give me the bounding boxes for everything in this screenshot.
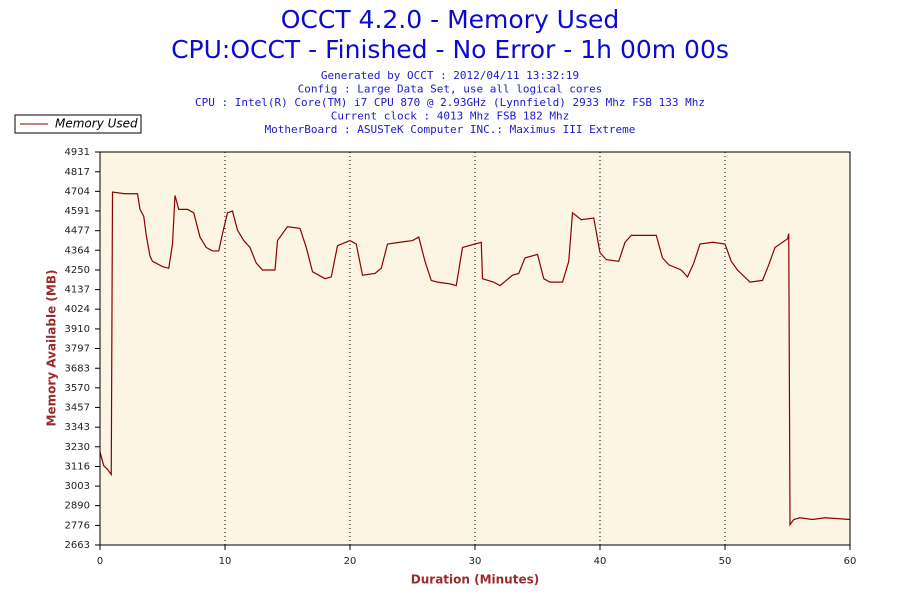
x-tick-label: 0 bbox=[97, 556, 103, 567]
x-tick-label: 60 bbox=[844, 556, 857, 567]
y-tick-label: 3343 bbox=[65, 422, 90, 433]
x-axis-label: Duration (Minutes) bbox=[411, 573, 539, 587]
y-axis-label: Memory Available (MB) bbox=[45, 270, 59, 427]
info-lines: Generated by OCCT : 2012/04/11 13:32:19C… bbox=[195, 69, 705, 136]
info-line: Generated by OCCT : 2012/04/11 13:32:19 bbox=[321, 69, 579, 82]
y-tick-label: 4477 bbox=[65, 226, 90, 237]
legend-label: Memory Used bbox=[55, 117, 138, 131]
info-line: MotherBoard : ASUSTeK Computer INC.: Max… bbox=[265, 123, 636, 136]
y-tick-label: 4364 bbox=[65, 245, 90, 256]
y-tick-label: 2776 bbox=[65, 520, 90, 531]
chart-title: OCCT 4.2.0 - Memory Used bbox=[281, 5, 620, 34]
y-tick-label: 4024 bbox=[65, 304, 90, 315]
x-tick-label: 50 bbox=[719, 556, 732, 567]
y-tick-label: 3570 bbox=[65, 383, 90, 394]
plot-content bbox=[99, 191, 851, 527]
data-line bbox=[99, 191, 851, 527]
legend-box bbox=[14, 114, 142, 134]
x-tick-label: 10 bbox=[219, 556, 232, 567]
y-tick-label: 2890 bbox=[65, 501, 90, 512]
y-tick-label: 3797 bbox=[65, 344, 90, 355]
info-line: Config : Large Data Set, use all logical… bbox=[298, 83, 603, 96]
y-tick-label: 2663 bbox=[65, 540, 90, 551]
grid bbox=[224, 152, 726, 545]
y-tick-label: 4931 bbox=[65, 147, 90, 158]
y-tick-label: 3910 bbox=[65, 324, 90, 335]
y-tick-label: 3683 bbox=[65, 363, 90, 374]
y-tick-label: 4704 bbox=[65, 186, 90, 197]
info-line: Current clock : 4013 Mhz FSB 182 Mhz bbox=[331, 110, 569, 123]
info-line: CPU : Intel(R) Core(TM) i7 CPU 870 @ 2.9… bbox=[195, 96, 705, 109]
y-tick-label: 4591 bbox=[65, 206, 90, 217]
y-tick-label: 3457 bbox=[65, 402, 90, 413]
x-tick-label: 20 bbox=[344, 556, 357, 567]
y-tick-label: 3230 bbox=[65, 442, 90, 453]
y-tick-label: 3003 bbox=[65, 481, 90, 492]
y-tick-label: 4817 bbox=[65, 167, 90, 178]
y-tick-label: 3116 bbox=[65, 462, 90, 473]
x-tick-label: 30 bbox=[469, 556, 482, 567]
y-tick-label: 4250 bbox=[65, 265, 90, 276]
chart-subtitle: CPU:OCCT - Finished - No Error - 1h 00m … bbox=[171, 35, 729, 64]
y-tick-label: 4137 bbox=[65, 285, 90, 296]
x-tick-label: 40 bbox=[594, 556, 607, 567]
